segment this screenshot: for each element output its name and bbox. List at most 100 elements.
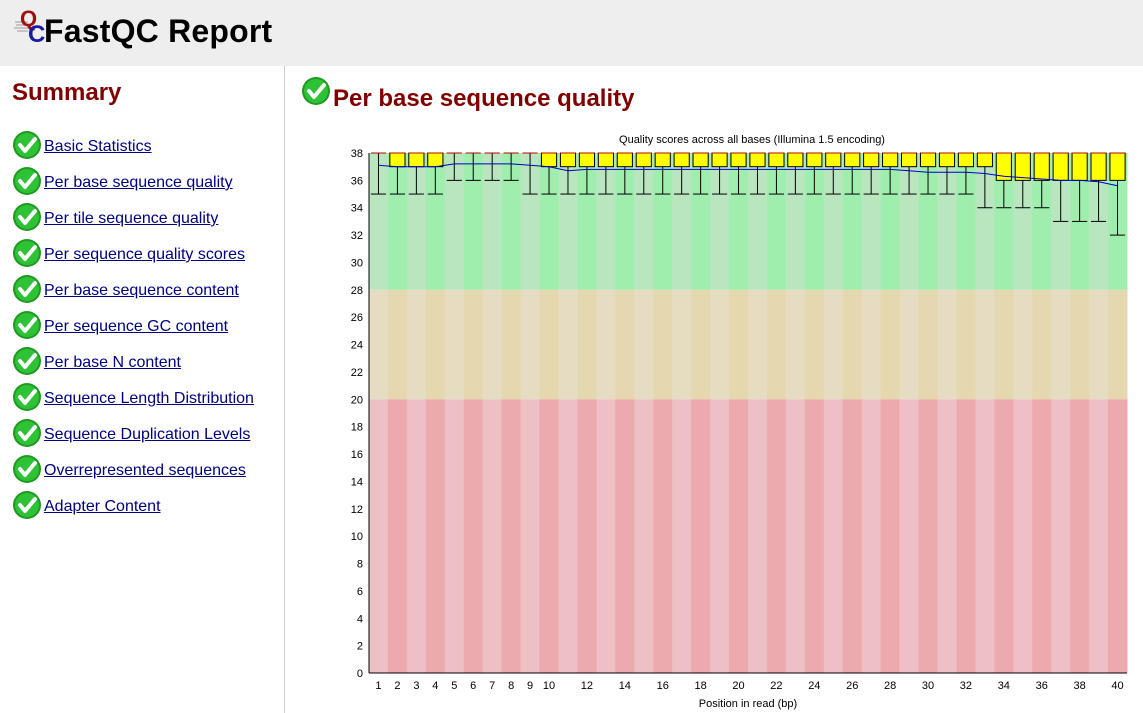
- warning-band-cell: [406, 289, 427, 400]
- quartile-box: [976, 152, 993, 168]
- poor-band-cell: [729, 399, 749, 673]
- warning-band-cell: [823, 289, 844, 400]
- good-band-cell: [710, 153, 730, 290]
- warning-band-cell: [766, 289, 787, 400]
- poor-band-cell: [748, 399, 768, 673]
- pass-check-icon: [13, 347, 41, 375]
- y-tick-label: 20: [351, 394, 363, 406]
- poor-band-cell: [539, 399, 559, 673]
- good-band-cell: [842, 153, 863, 290]
- module-link[interactable]: Per base N content: [44, 354, 181, 371]
- module-link[interactable]: Sequence Duplication Levels: [44, 426, 251, 443]
- quartile-box: [389, 152, 406, 168]
- warning-band-cell: [880, 289, 901, 400]
- fastqc-logo-icon: Q C: [14, 8, 45, 46]
- pass-check-icon: [13, 167, 41, 195]
- report-header: Q C FastQC Report: [0, 0, 1143, 66]
- y-tick-label: 34: [351, 203, 363, 215]
- good-band-cell: [634, 153, 654, 290]
- good-band-cell: [615, 153, 635, 290]
- good-band-cell: [804, 153, 825, 290]
- warning-band-cell: [1108, 289, 1128, 400]
- x-tick-label: 9: [527, 680, 533, 692]
- quartile-box: [806, 152, 823, 168]
- poor-band-cell: [956, 399, 976, 673]
- poor-band-cell: [918, 399, 938, 673]
- good-band-cell: [956, 153, 976, 290]
- warning-band-cell: [634, 289, 654, 400]
- x-tick-label: 14: [619, 680, 631, 692]
- good-band-cell: [672, 153, 692, 290]
- pass-check-icon: [13, 383, 41, 411]
- poor-band-cell: [482, 399, 503, 673]
- quartile-box: [692, 152, 709, 168]
- warning-band-cell: [425, 289, 446, 400]
- good-band-cell: [425, 153, 446, 290]
- good-band-cell: [463, 153, 484, 290]
- module-link[interactable]: Per base sequence content: [44, 282, 239, 299]
- warning-band-cell: [653, 289, 673, 400]
- quartile-box: [900, 152, 918, 168]
- x-tick-label: 26: [846, 680, 858, 692]
- quartile-box: [1071, 152, 1088, 181]
- y-tick-label: 16: [351, 449, 363, 461]
- poor-band-cell: [1070, 399, 1090, 673]
- poor-band-cell: [823, 399, 844, 673]
- module-link[interactable]: Basic Statistics: [44, 138, 152, 155]
- module-link[interactable]: Adapter Content: [44, 498, 161, 515]
- quartile-box: [730, 152, 747, 168]
- pass-check-icon: [13, 311, 41, 339]
- module-link[interactable]: Per base sequence quality: [44, 174, 233, 191]
- y-tick-label: 28: [351, 285, 363, 297]
- poor-band-cell: [369, 399, 389, 673]
- quartile-box: [578, 152, 596, 168]
- warning-band-cell: [1070, 289, 1090, 400]
- good-band-cell: [558, 153, 578, 290]
- pass-check-icon: [302, 77, 330, 105]
- quartile-box: [540, 152, 558, 168]
- good-band-cell: [937, 153, 957, 290]
- module-link[interactable]: Overrepresented sequences: [44, 462, 246, 479]
- module-link[interactable]: Per tile sequence quality: [44, 210, 219, 227]
- y-tick-label: 12: [351, 504, 363, 516]
- quartile-box: [673, 152, 690, 168]
- x-tick-label: 22: [770, 680, 782, 692]
- report-title: FastQC Report: [44, 13, 273, 49]
- y-tick-label: 8: [357, 559, 363, 571]
- poor-band-cell: [1108, 399, 1128, 673]
- good-band-cell: [729, 153, 749, 290]
- module-link[interactable]: Sequence Length Distribution: [44, 390, 254, 407]
- poor-band-cell: [937, 399, 957, 673]
- good-band-cell: [520, 153, 541, 290]
- good-band-cell: [1032, 153, 1052, 290]
- warning-band-cell: [539, 289, 559, 400]
- warning-band-cell: [994, 289, 1014, 400]
- warning-band-cell: [918, 289, 938, 400]
- poor-band-cell: [880, 399, 901, 673]
- x-tick-label: 20: [732, 680, 744, 692]
- warning-band-cell: [785, 289, 806, 400]
- poor-band-cell: [653, 399, 673, 673]
- poor-band-cell: [406, 399, 427, 673]
- module-link[interactable]: Per sequence GC content: [44, 318, 229, 335]
- poor-band-cell: [596, 399, 616, 673]
- warning-band-cell: [482, 289, 503, 400]
- warning-band-cell: [596, 289, 616, 400]
- module-link[interactable]: Per sequence quality scores: [44, 246, 245, 263]
- poor-band-cell: [1013, 399, 1033, 673]
- quartile-box: [616, 152, 633, 168]
- poor-band-cell: [425, 399, 446, 673]
- warning-band-cell: [672, 289, 692, 400]
- pass-check-icon: [13, 275, 41, 303]
- good-band-cell: [899, 153, 920, 290]
- x-tick-label: 5: [451, 680, 457, 692]
- y-tick-label: 4: [357, 613, 363, 625]
- warning-band-cell: [710, 289, 730, 400]
- quartile-box: [1014, 152, 1031, 181]
- poor-band-cell: [842, 399, 863, 673]
- x-tick-label: 10: [543, 680, 555, 692]
- warning-band-cell: [1032, 289, 1052, 400]
- y-tick-label: 0: [357, 668, 363, 680]
- warning-band-cell: [975, 289, 995, 400]
- quartile-box: [1109, 152, 1126, 181]
